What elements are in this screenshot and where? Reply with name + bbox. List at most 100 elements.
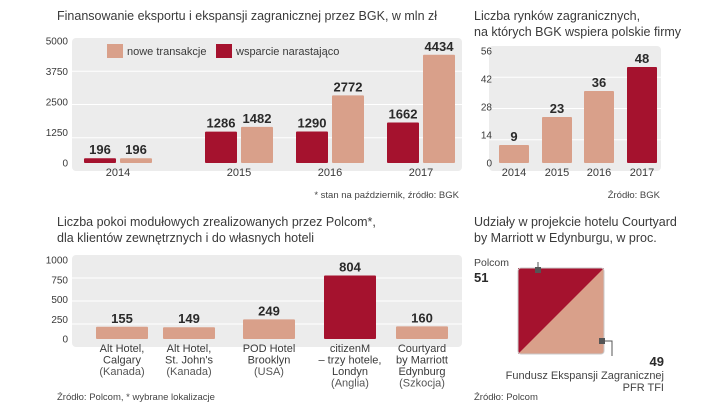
chart3-xtick-line: (Kanada) [166, 366, 211, 378]
chart1-bar-wsparcie-narastająco-2014 [84, 158, 116, 163]
chart3-title: Liczba pokoi modułowych zrealizowanych p… [57, 215, 376, 229]
chart1-bar-wsparcie-narastająco-2015 [205, 131, 237, 163]
chart3-data-label: 160 [411, 310, 433, 325]
chart1-legend-swatch-light [107, 44, 123, 58]
chart2-bar-2016 [584, 91, 614, 163]
chart4-value-polcom: 51 [474, 270, 488, 285]
chart3-xtick-line: Londyn [332, 366, 368, 378]
chart3-source-note: Źródło: Polcom, * wybrane lokalizacje [57, 392, 215, 403]
chart1-ytick: 0 [62, 159, 68, 170]
chart4-marker-fundusz [599, 338, 605, 344]
chart1-ytick: 5000 [46, 37, 69, 48]
chart1-bar-nowe-transakcje-2016 [332, 95, 364, 163]
chart4-label-fundusz-line2: PFR TFI [623, 382, 664, 394]
chart3-xtick-line: Brooklyn [248, 355, 291, 367]
chart2-data-label: 36 [592, 75, 606, 90]
chart3-ytick: 1000 [46, 256, 69, 267]
chart1-bar-wsparcie-narastająco-2016 [296, 131, 328, 163]
chart3-xtick-line: by Marriott [396, 355, 448, 367]
chart2-data-label: 9 [510, 129, 517, 144]
chart2-data-label: 23 [550, 101, 564, 116]
chart1-xtick: 2016 [318, 167, 342, 179]
chart3-data-label: 155 [111, 311, 133, 326]
chart1-source-note: * stan na październik, źródło: BGK [314, 190, 459, 201]
chart3-xtick-line: Courtyard [398, 343, 446, 355]
chart1-ytick: 3750 [46, 67, 69, 78]
chart4-title: Udziały w projekcie hotelu Courtyard [474, 215, 677, 229]
chart1-data-label: 196 [125, 142, 147, 157]
chart2-xtick: 2016 [587, 167, 611, 179]
chart3-data-label: 804 [339, 259, 361, 274]
chart2-xtick: 2014 [502, 167, 526, 179]
chart2-ytick: 42 [481, 75, 493, 86]
chart1-bar-wsparcie-narastająco-2017 [387, 122, 419, 163]
chart1-ytick: 2500 [46, 98, 69, 109]
chart2-title: Liczba rynków zagranicznych, [474, 9, 641, 23]
chart3-bar-4 [324, 275, 376, 339]
chart4-value-fundusz: 49 [650, 354, 664, 369]
chart4-box-outline [517, 267, 605, 355]
chart3-data-label: 149 [178, 311, 200, 326]
chart3-xtick-line: Alt Hotel, [100, 343, 145, 355]
chart2-bar-2017 [627, 67, 657, 163]
chart3-ytick: 500 [51, 295, 68, 306]
chart1-xtick: 2017 [409, 167, 433, 179]
chart1-data-label: 1662 [389, 106, 418, 121]
chart3-bar-2 [163, 327, 215, 339]
chart2-source-note: Źródło: BGK [607, 190, 660, 201]
chart2-ytick: 28 [481, 103, 493, 114]
chart3-xtick-line: (Szkocja) [399, 378, 445, 390]
chart3-xtick-line: POD Hotel [243, 343, 296, 355]
chart2-ytick: 0 [486, 159, 492, 170]
chart1-bar-nowe-transakcje-2014 [120, 158, 152, 163]
chart3-bar-3 [243, 319, 295, 339]
chart3-xtick-line: Alt Hotel, [167, 343, 212, 355]
chart1-xtick: 2014 [106, 167, 130, 179]
chart1-data-label: 1482 [243, 111, 272, 126]
chart4-label-polcom: Polcom [474, 257, 509, 269]
chart2-data-label: 48 [635, 51, 649, 66]
chart3-data-label: 249 [258, 303, 280, 318]
chart1-legend-label: nowe transakcje [127, 46, 207, 58]
chart1-data-label: 1286 [207, 116, 236, 131]
chart2-bar-2014 [499, 145, 529, 163]
chart1-data-label: 2772 [334, 79, 363, 94]
chart1-data-label: 1290 [298, 116, 327, 131]
chart3-bar-5 [396, 326, 448, 339]
chart1-title: Finansowanie eksportu i ekspansji zagran… [57, 9, 438, 23]
chart3-xtick-line: Calgary [103, 355, 141, 367]
chart3-xtick-line: (Anglia) [331, 378, 369, 390]
chart2-ytick: 56 [481, 47, 493, 58]
chart4-marker-polcom [535, 267, 541, 273]
chart2-xtick: 2015 [545, 167, 569, 179]
chart3-xtick-line: citizenM [330, 343, 370, 355]
chart4-title-line2: by Marriott w Edynburgu, w proc. [474, 231, 657, 245]
chart2-ytick: 14 [481, 131, 493, 142]
chart3-bar-1 [96, 326, 148, 339]
chart1-bar-nowe-transakcje-2015 [241, 126, 273, 163]
chart3-ytick: 0 [62, 335, 68, 346]
chart3-xtick-line: – trzy hotele, [319, 355, 382, 367]
chart3-title-line2: dla klientów zewnętrznych i do własnych … [57, 231, 315, 245]
chart4-leader-fundusz [605, 340, 613, 356]
chart3-xtick-line: Edynburg [398, 366, 445, 378]
chart1-bar-nowe-transakcje-2017 [423, 54, 455, 164]
chart2-title-line2: na których BGK wspiera polskie firmy [474, 25, 682, 39]
chart1-data-label: 196 [89, 142, 111, 157]
chart3-ytick: 750 [51, 275, 68, 286]
chart1-legend-swatch-dark [216, 44, 232, 58]
chart4-label-fundusz: Fundusz Ekspansji Zagranicznej [506, 370, 664, 382]
chart3-xtick-line: St. John's [165, 355, 213, 367]
chart2-bar-2015 [542, 117, 572, 163]
chart4-share-polcom [518, 268, 604, 354]
chart2-xtick: 2017 [630, 167, 654, 179]
chart3-xtick-line: (USA) [254, 366, 284, 378]
chart3-xtick-line: (Kanada) [99, 366, 144, 378]
chart1-data-label: 4434 [425, 39, 455, 54]
chart3-ytick: 250 [51, 315, 68, 326]
chart4-source-note: Źródło: Polcom [474, 392, 538, 403]
chart1-legend-label: wsparcie narastająco [235, 46, 339, 58]
chart1-xtick: 2015 [227, 167, 251, 179]
chart1-ytick: 1250 [46, 128, 69, 139]
